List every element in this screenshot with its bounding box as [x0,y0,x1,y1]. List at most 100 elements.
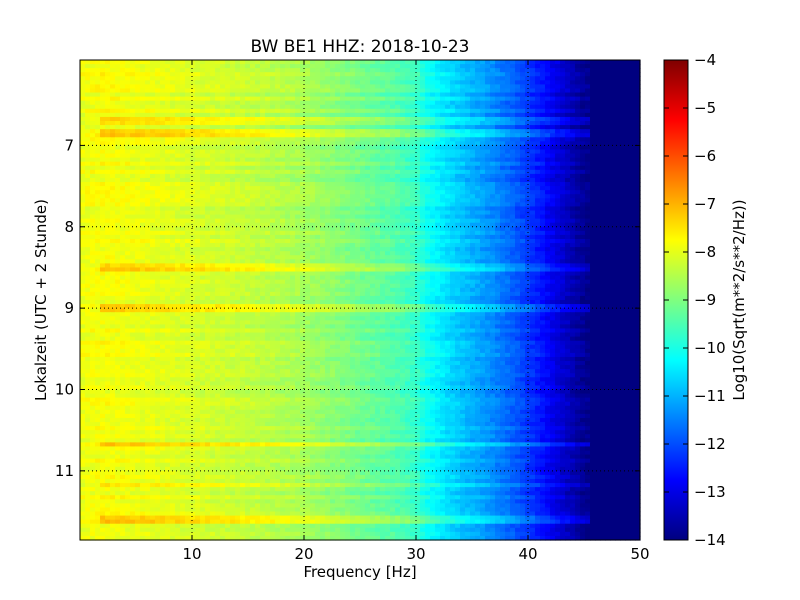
heatmap-cell [255,157,261,163]
heatmap-cell [450,104,456,110]
heatmap-cell [270,121,276,126]
heatmap-cell [120,157,126,163]
heatmap-cell [210,165,216,171]
heatmap-cell [150,100,156,106]
heatmap-cell [155,92,161,98]
heatmap-cell [575,60,581,65]
heatmap-cell [120,141,126,147]
heatmap-cell [95,169,101,175]
heatmap-cell [205,133,211,138]
heatmap-cell [395,96,401,102]
heatmap-cell [635,186,641,191]
heatmap-cell [110,153,116,159]
heatmap-cell [565,129,571,134]
heatmap-cell [180,76,186,81]
heatmap-cell [245,112,251,118]
heatmap-cell [205,121,211,126]
heatmap-cell [405,84,411,90]
heatmap-cell [570,173,576,179]
heatmap-cell [460,198,466,203]
heatmap-cell [430,84,436,90]
heatmap-cell [590,149,596,155]
heatmap-cell [425,182,431,187]
heatmap-cell [80,108,86,114]
heatmap-cell [295,80,301,86]
heatmap-cell [500,88,506,94]
heatmap-cell [620,125,626,130]
heatmap-cell [190,60,196,65]
heatmap-cell [145,222,151,228]
heatmap-cell [425,149,431,155]
heatmap-cell [120,133,126,138]
heatmap-cell [245,100,251,106]
heatmap-cell [230,210,236,216]
heatmap-cell [525,88,531,94]
heatmap-cell [365,194,371,199]
heatmap-cell [225,129,231,134]
heatmap-cell [400,182,406,187]
heatmap-cell [405,165,411,171]
heatmap-cell [235,76,241,81]
heatmap-cell [575,234,581,240]
heatmap-cell [450,64,456,69]
heatmap-cell [370,141,376,147]
heatmap-cell [90,169,96,175]
heatmap-cell [410,60,416,65]
heatmap-cell [255,129,261,134]
heatmap-cell [120,96,126,102]
heatmap-cell [585,104,591,110]
heatmap-cell [145,190,151,195]
heatmap-cell [325,100,331,106]
heatmap-cell [130,169,136,175]
heatmap-cell [110,206,116,212]
heatmap-cell [510,186,516,191]
heatmap-cell [485,202,491,208]
heatmap-cell [400,121,406,126]
heatmap-cell [220,80,226,86]
heatmap-cell [160,190,166,195]
heatmap-cell [605,214,611,220]
heatmap-cell [450,80,456,86]
heatmap-cell [145,238,151,244]
heatmap-cell [365,64,371,69]
heatmap-cell [500,121,506,126]
heatmap-cell [550,116,556,122]
heatmap-cell [440,129,446,134]
heatmap-cell [270,129,276,134]
heatmap-cell [450,165,456,171]
heatmap-cell [275,80,281,86]
heatmap-cell [370,96,376,102]
heatmap-cell [85,84,91,90]
heatmap-cell [575,96,581,102]
heatmap-cell [595,214,601,220]
heatmap-cell [265,80,271,86]
heatmap-cell [375,141,381,147]
heatmap-cell [135,145,141,151]
heatmap-cell [615,157,621,163]
heatmap-cell [535,206,541,212]
heatmap-cell [610,96,616,102]
heatmap-cell [145,206,151,212]
heatmap-cell [235,88,241,94]
heatmap-cell [545,92,551,98]
heatmap-cell [330,210,336,216]
heatmap-cell [475,198,481,203]
heatmap-cell [575,169,581,175]
heatmap-cell [155,149,161,155]
heatmap-cell [600,88,606,94]
heatmap-cell [565,60,571,65]
heatmap-cell [540,116,546,122]
heatmap-cell [395,198,401,203]
heatmap-cell [405,153,411,159]
heatmap-cell [620,226,626,232]
heatmap-cell [445,116,451,122]
heatmap-cell [375,96,381,102]
heatmap-cell [160,210,166,216]
heatmap-cell [350,218,356,224]
heatmap-cell [460,169,466,175]
heatmap-cell [535,190,541,195]
heatmap-cell [515,137,521,142]
heatmap-cell [320,112,326,118]
heatmap-cell [515,88,521,94]
heatmap-cell [580,60,586,65]
